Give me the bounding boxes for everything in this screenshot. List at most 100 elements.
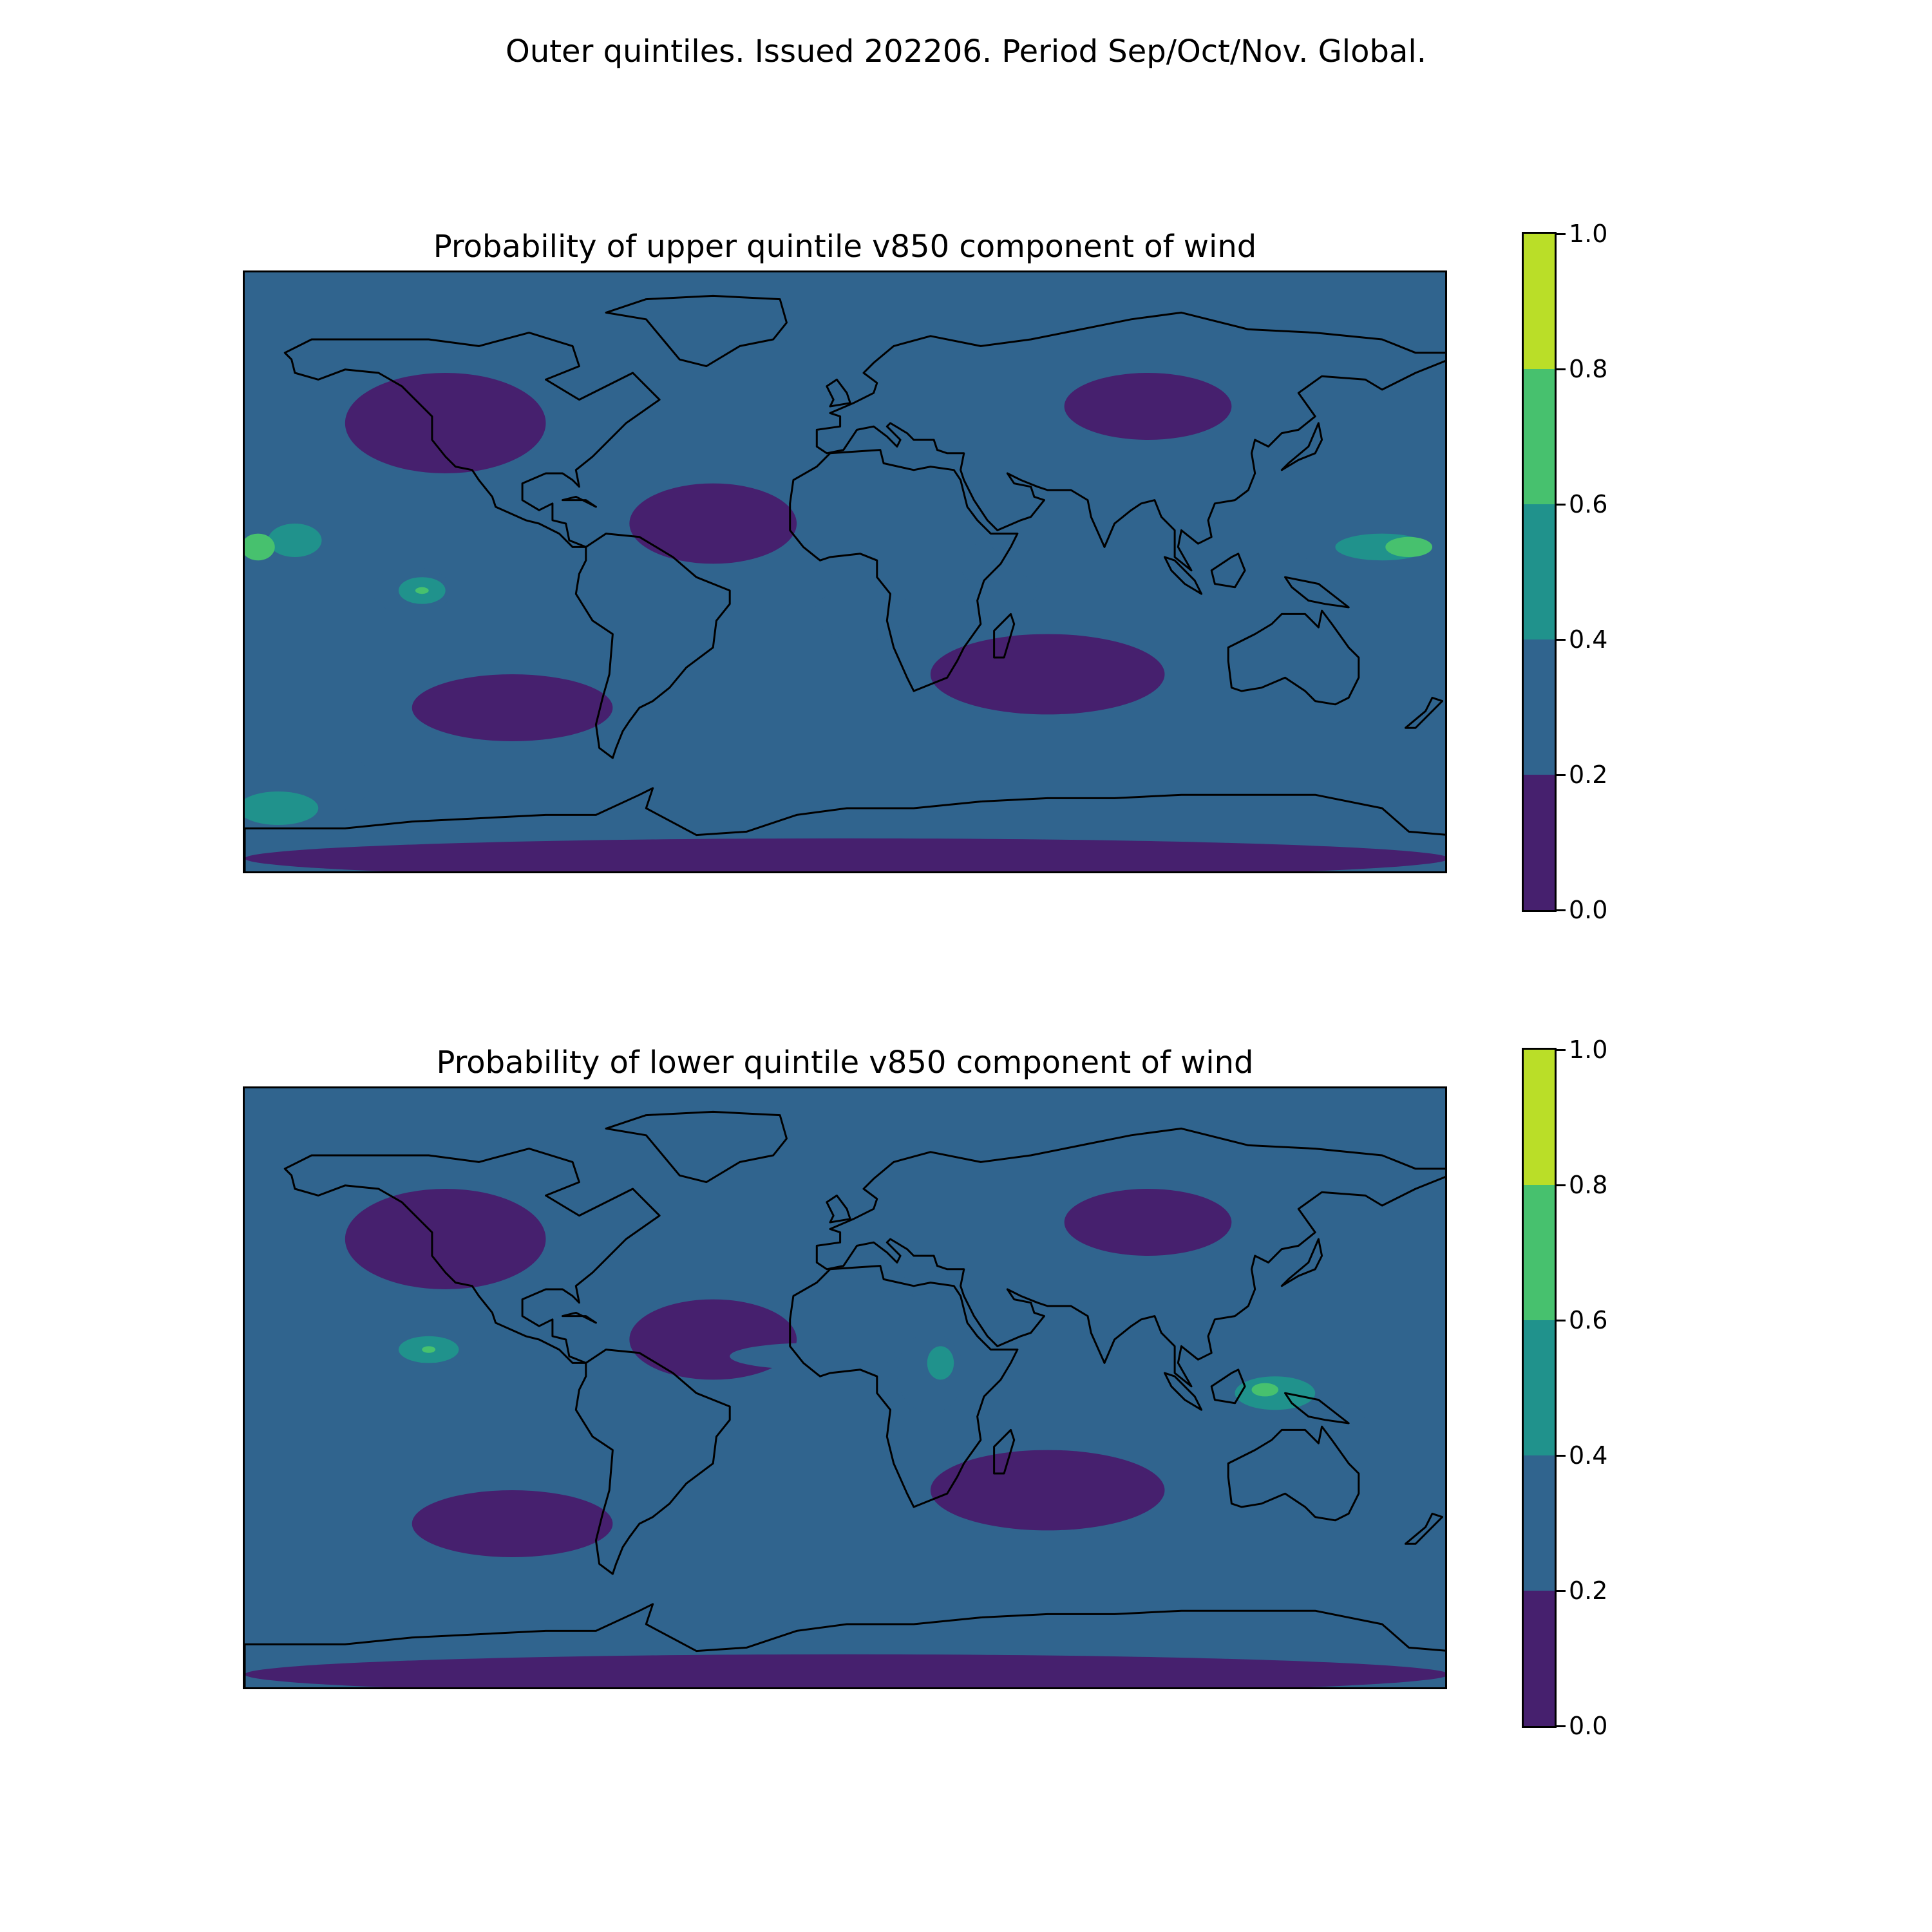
colorbar-tick-label: 0.0 [1569,1712,1608,1740]
map-svg-upper [245,272,1445,871]
low-probability-layer [245,1189,1445,1687]
coastline [283,1148,661,1364]
colorbar-segment [1524,1591,1555,1726]
coastline [1405,1512,1444,1545]
contour-region [245,533,275,561]
coastline [574,533,731,759]
contour-region [345,1189,546,1289]
coastline [1280,1238,1323,1287]
contour-region [412,674,613,741]
coastline [1284,576,1350,609]
colorbar-segment [1524,234,1555,369]
colorbar-segment [1524,775,1555,910]
colorbar-tick [1557,1589,1566,1592]
colorbar-tick-label: 0.0 [1569,896,1608,924]
coastline [562,495,597,508]
colorbar-segment [1524,1320,1555,1455]
coastline [1164,1372,1203,1411]
contour-region [245,791,319,825]
coastline [826,1194,851,1224]
coastline [283,332,661,548]
coastline [245,787,1445,871]
contour-region [345,373,546,473]
colorbar-segment [1524,504,1555,639]
panel-title-lower: Probability of lower quintile v850 compo… [436,1045,1254,1081]
contour-region [927,1346,954,1380]
low-probability-layer [245,373,1445,871]
map-upper [243,270,1447,873]
colorbar-segment [1524,639,1555,775]
colorbar-tick [1557,1184,1566,1186]
colorbar-upper: 0.0 0.2 0.4 0.6 0.8 1.0 [1522,222,1607,922]
contour-region [245,1654,1445,1687]
colorbar-tick [1557,909,1566,911]
contour-region [1251,1383,1279,1397]
colorbar-segment [1524,1050,1555,1185]
coastline [1164,556,1203,595]
coastline [993,1428,1016,1475]
coastline [789,449,1019,692]
coastlines [245,294,1445,871]
contour-region [730,1343,897,1370]
contour-region [1064,1189,1232,1256]
colorbar-tick-label: 0.2 [1569,761,1608,789]
colorbar-tick-label: 0.8 [1569,355,1608,383]
colorbar-tick [1557,232,1566,235]
coastline [574,1349,731,1575]
coastline [789,1265,1019,1508]
colorbar-segment [1524,1185,1555,1320]
coastline [605,294,788,368]
contour-region [415,587,429,594]
contour-region [412,1490,613,1557]
contour-region [930,634,1165,715]
contour-region [1385,536,1433,557]
contour-region [880,1276,914,1303]
colorbar-segment [1524,1455,1555,1591]
colorbar-tick-label: 0.4 [1569,625,1608,654]
colorbar-tick [1557,1454,1566,1457]
colorbar-tick [1557,1048,1566,1051]
coastline [826,378,851,408]
coastline [993,612,1016,659]
figure-suptitle: Outer quintiles. Issued 202206. Period S… [506,33,1426,70]
contour-region [1352,1390,1445,1423]
colorbar-tick [1557,503,1566,506]
colorbar-tick-label: 0.4 [1569,1441,1608,1470]
coastline [1227,1425,1360,1522]
colorbar-tick [1557,638,1566,641]
colorbar-tick-label: 1.0 [1569,1036,1608,1064]
coastline [815,311,1445,572]
coastline [1210,553,1246,589]
coastlines [245,1110,1445,1687]
contour-region [245,838,1445,871]
colorbar-tick-label: 0.6 [1569,1306,1608,1334]
coastline [1405,696,1444,729]
coastline [1227,609,1360,706]
colorbar-tick [1557,1319,1566,1321]
colorbar-tick-label: 1.0 [1569,220,1608,248]
contour-region [629,483,797,564]
map-lower [243,1086,1447,1689]
contour-region [1064,373,1232,440]
panel-title-upper: Probability of upper quintile v850 compo… [433,229,1257,265]
contour-region [930,1450,1165,1531]
colorbar-tick [1557,1725,1566,1727]
coastline [1280,422,1323,471]
map-svg-lower [245,1088,1445,1687]
coastline [1284,1392,1350,1425]
contour-region [813,587,914,641]
coastline [605,1110,788,1184]
coastline [1210,1368,1246,1405]
colorbar-segment [1524,369,1555,504]
colorbar-tick [1557,773,1566,776]
contour-region [960,544,1001,584]
contour-region [245,1379,325,1420]
contour-region [268,524,322,557]
coastline [245,1603,1445,1687]
colorbar-tick [1557,368,1566,370]
contour-region [422,1346,436,1353]
colorbar-tick-label: 0.6 [1569,490,1608,518]
coastline [562,1311,597,1324]
colorbar-tick-label: 0.8 [1569,1171,1608,1199]
